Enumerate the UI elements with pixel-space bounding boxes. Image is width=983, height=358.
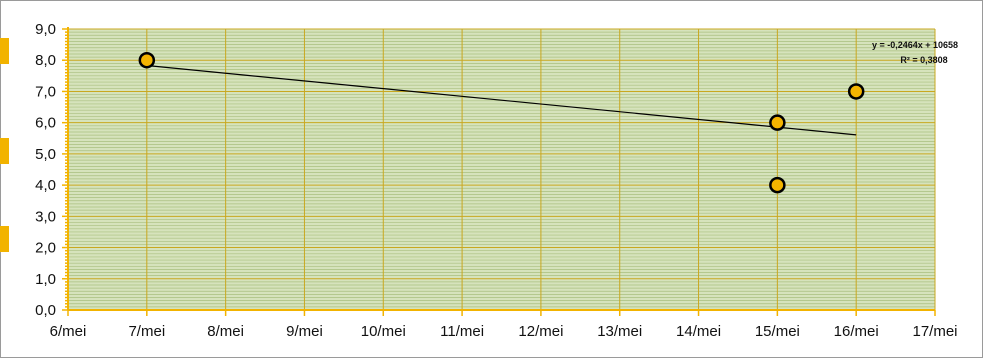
trendline-r-squared: R² = 0,3808 <box>900 55 947 65</box>
y-tick-label: 4,0 <box>35 177 56 194</box>
x-tick-label: 14/mei <box>676 323 721 340</box>
x-tick-label: 15/mei <box>755 323 800 340</box>
x-tick-label: 7/mei <box>128 323 165 340</box>
minor-gridlines <box>68 31 935 308</box>
x-tick-labels: 6/mei 7/mei 8/mei 9/mei 10/mei 11/mei 12/mei 13… <box>50 323 958 340</box>
y-tick-label: 1,0 <box>35 271 56 288</box>
x-tick-label: 17/mei <box>912 323 957 340</box>
y-tick-label: 8,0 <box>35 52 56 69</box>
data-point <box>769 176 786 194</box>
data-point <box>769 114 786 131</box>
axes <box>62 27 936 316</box>
x-tick-label: 9/mei <box>286 323 323 340</box>
x-tick-label: 12/mei <box>518 323 563 340</box>
data-points <box>138 51 865 194</box>
x-tick-label: 6/mei <box>50 323 87 340</box>
y-tick-label: 5,0 <box>35 146 56 163</box>
x-tick-label: 11/mei <box>440 323 484 340</box>
side-marker <box>0 38 9 64</box>
y-tick-label: 7,0 <box>35 83 56 100</box>
x-tick-label: 16/mei <box>834 323 879 340</box>
y-tick-label: 9,0 <box>35 21 56 38</box>
y-tick-label: 0,0 <box>35 302 56 319</box>
y-tick-label: 3,0 <box>35 208 56 225</box>
trendline-equation: y = -0,2464x + 10658 <box>872 40 958 50</box>
x-tick-label: 8/mei <box>207 323 244 340</box>
major-gridlines <box>68 28 936 310</box>
data-point <box>847 83 865 100</box>
y-tick-label: 6,0 <box>35 115 56 132</box>
trendline <box>146 64 857 136</box>
data-point <box>138 51 156 69</box>
side-marker <box>0 226 9 252</box>
x-tick-label: 13/mei <box>597 323 642 340</box>
x-tick-label: 10/mei <box>361 323 406 340</box>
y-tick-label: 2,0 <box>35 240 56 257</box>
side-marker <box>0 138 9 164</box>
y-tick-labels: 0,0 1,0 2,0 3,0 4,0 5,0 6,0 7,0 8,0 9,0 <box>35 21 56 319</box>
